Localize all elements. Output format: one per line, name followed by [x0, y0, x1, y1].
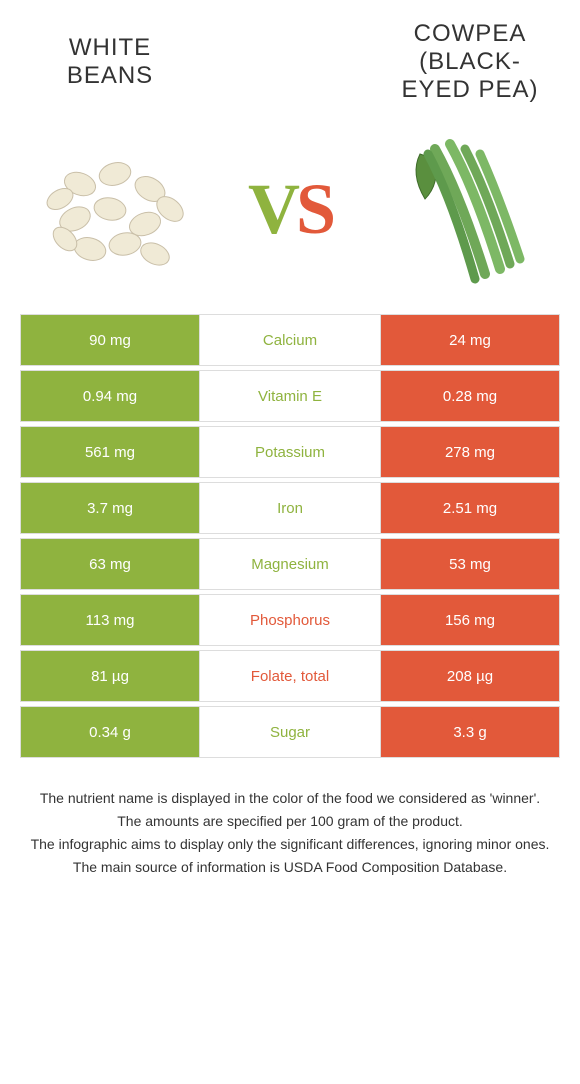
- header: WHITE BEANS COWPEA (BLACK-EYED PEA): [0, 0, 580, 114]
- table-row: 81 µgFolate, total208 µg: [20, 650, 560, 702]
- right-value: 278 mg: [380, 426, 560, 478]
- left-value: 81 µg: [20, 650, 200, 702]
- right-food-title: COWPEA (BLACK-EYED PEA): [390, 20, 550, 104]
- nutrient-table: 90 mgCalcium24 mg0.94 mgVitamin E0.28 mg…: [20, 314, 560, 758]
- left-value: 0.94 mg: [20, 370, 200, 422]
- right-value: 24 mg: [380, 314, 560, 366]
- white-beans-image: [30, 124, 200, 294]
- images-row: VS: [0, 114, 580, 314]
- nutrient-label: Vitamin E: [200, 370, 380, 422]
- right-value: 3.3 g: [380, 706, 560, 758]
- table-row: 90 mgCalcium24 mg: [20, 314, 560, 366]
- vs-v: V: [248, 169, 296, 249]
- left-value: 561 mg: [20, 426, 200, 478]
- footnote-line: The infographic aims to display only the…: [20, 834, 560, 855]
- nutrient-label: Potassium: [200, 426, 380, 478]
- nutrient-label: Magnesium: [200, 538, 380, 590]
- nutrient-label: Sugar: [200, 706, 380, 758]
- right-value: 156 mg: [380, 594, 560, 646]
- left-value: 113 mg: [20, 594, 200, 646]
- right-value: 2.51 mg: [380, 482, 560, 534]
- left-value: 3.7 mg: [20, 482, 200, 534]
- left-value: 0.34 g: [20, 706, 200, 758]
- right-value: 53 mg: [380, 538, 560, 590]
- footnote-line: The nutrient name is displayed in the co…: [20, 788, 560, 809]
- table-row: 113 mgPhosphorus156 mg: [20, 594, 560, 646]
- vs-badge: VS: [248, 168, 332, 251]
- right-value: 0.28 mg: [380, 370, 560, 422]
- footnote-line: The amounts are specified per 100 gram o…: [20, 811, 560, 832]
- footnote-line: The main source of information is USDA F…: [20, 857, 560, 878]
- right-value: 208 µg: [380, 650, 560, 702]
- vs-s: S: [296, 169, 332, 249]
- nutrient-label: Calcium: [200, 314, 380, 366]
- nutrient-label: Iron: [200, 482, 380, 534]
- cowpea-image: [380, 124, 550, 294]
- table-row: 0.94 mgVitamin E0.28 mg: [20, 370, 560, 422]
- left-value: 90 mg: [20, 314, 200, 366]
- footnotes: The nutrient name is displayed in the co…: [20, 788, 560, 878]
- left-value: 63 mg: [20, 538, 200, 590]
- nutrient-label: Phosphorus: [200, 594, 380, 646]
- nutrient-label: Folate, total: [200, 650, 380, 702]
- table-row: 561 mgPotassium278 mg: [20, 426, 560, 478]
- table-row: 63 mgMagnesium53 mg: [20, 538, 560, 590]
- table-row: 3.7 mgIron2.51 mg: [20, 482, 560, 534]
- left-food-title: WHITE BEANS: [30, 34, 190, 90]
- table-row: 0.34 gSugar3.3 g: [20, 706, 560, 758]
